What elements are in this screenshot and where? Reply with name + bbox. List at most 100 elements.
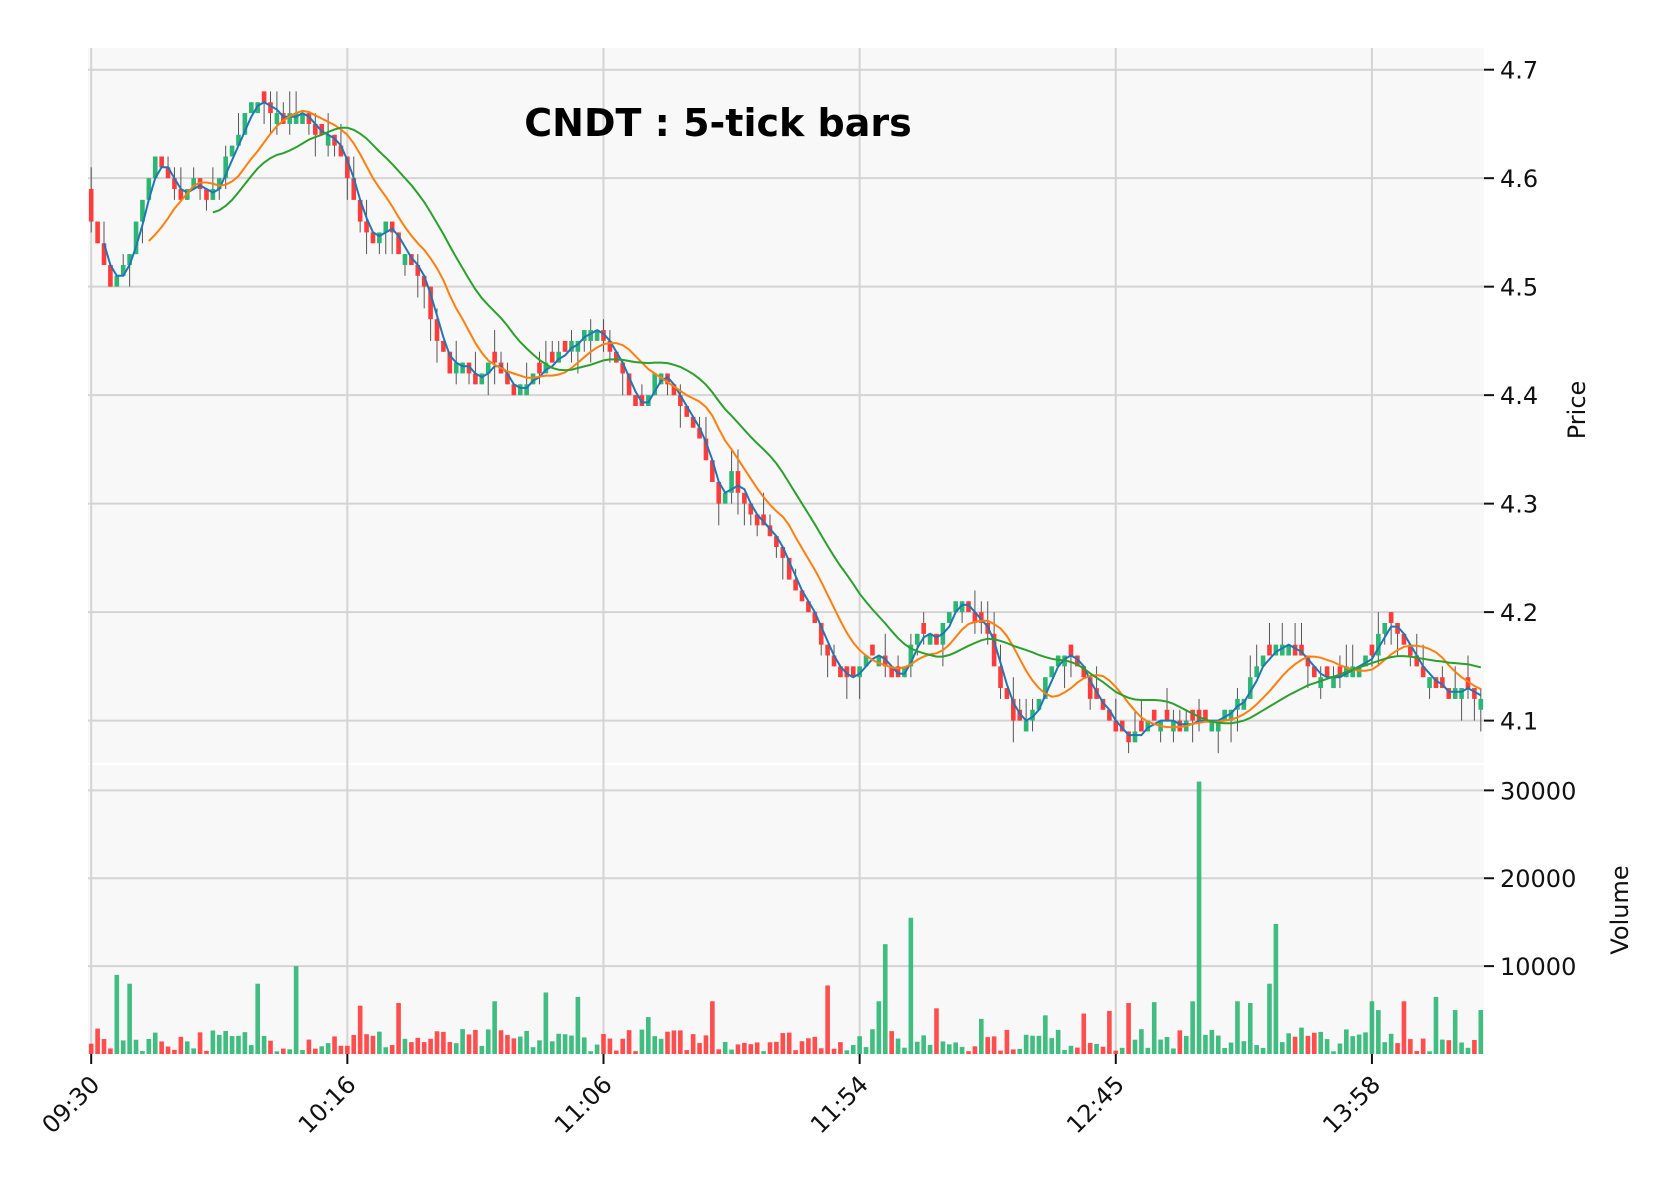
volume-bar (767, 1042, 773, 1054)
volume-bar (1395, 1043, 1400, 1054)
volume-bar (1369, 1001, 1375, 1054)
candle-body (1472, 688, 1477, 699)
volume-bar (306, 1039, 312, 1054)
volume-bar (940, 1041, 946, 1054)
volume-bar (396, 1003, 401, 1054)
candle-body (786, 557, 792, 580)
candle-body (1055, 655, 1061, 667)
volume-bar (774, 1041, 779, 1054)
candle-body (1119, 720, 1125, 732)
volume-bar (1049, 1038, 1055, 1054)
candle-body (1209, 720, 1215, 732)
candle-body (1356, 666, 1362, 678)
candle-body (754, 514, 760, 526)
candle-body (914, 633, 920, 645)
volume-tick-labels: 10000 20000 30000 (1484, 777, 1576, 981)
candle-body (1433, 677, 1439, 689)
candle-body (889, 666, 894, 678)
volume-bar (127, 983, 132, 1054)
volume-bar (806, 1038, 811, 1054)
volume-bar (1388, 1033, 1394, 1054)
candle-body (383, 221, 389, 233)
candle-body (396, 232, 401, 255)
candle-body (979, 612, 984, 623)
candle-body (857, 666, 862, 678)
volume-bar (1382, 1042, 1388, 1054)
volume-bar (543, 992, 549, 1054)
moving-average-10 (148, 109, 1482, 729)
candle-body (242, 113, 248, 135)
candle-body (1324, 666, 1330, 678)
volume-bar (831, 1048, 837, 1054)
volume-bar (255, 983, 261, 1054)
candle-body (876, 655, 882, 667)
volume-bar (594, 1044, 600, 1054)
candle-body (806, 601, 811, 613)
candle-body (767, 525, 773, 537)
volume-bar (818, 1048, 824, 1054)
candle-body (1376, 633, 1381, 656)
volume-bar (908, 917, 914, 1054)
volume-bar (1420, 1038, 1426, 1054)
candle-body (210, 189, 216, 200)
candle-body (485, 362, 491, 374)
volume-bar (1292, 1036, 1298, 1054)
volume-bar (108, 1048, 113, 1054)
volume-bar (1145, 1047, 1151, 1054)
volume-bar (1030, 1035, 1035, 1054)
volume-bar (754, 1042, 760, 1054)
candle-body (281, 113, 286, 124)
candle-body (274, 113, 280, 124)
candle-body (959, 601, 965, 613)
candle-body (287, 113, 293, 124)
volume-bar (1055, 1029, 1061, 1054)
candle-body (101, 243, 107, 265)
moving-average-lines (103, 101, 1482, 737)
volume-bar (1472, 1039, 1477, 1054)
volume-bar (844, 1050, 850, 1054)
candle-body (1267, 644, 1272, 656)
volume-bar (178, 1036, 184, 1054)
volume-bar (678, 1030, 683, 1054)
candle-body (300, 113, 305, 124)
volume-bar (1331, 1051, 1336, 1054)
volume-bar (1011, 1049, 1016, 1054)
candle-body (1318, 677, 1324, 689)
volume-bar (517, 1036, 523, 1054)
candle-body (204, 189, 209, 200)
candle-body (325, 134, 331, 146)
volume-bar (722, 1041, 728, 1054)
volume-bar (1017, 1048, 1023, 1054)
candle-body (517, 384, 523, 396)
volume-bar (588, 1051, 593, 1054)
price-panel (88, 48, 1484, 764)
candle-body (998, 666, 1003, 689)
volume-bar (799, 1041, 805, 1054)
volume-bar (562, 1034, 568, 1054)
volume-bar (216, 1034, 222, 1054)
candle-body (293, 113, 299, 124)
candle-body (466, 362, 472, 374)
volume-bar (421, 1042, 427, 1054)
volume-bar (697, 1043, 702, 1054)
volume-bar (1433, 996, 1439, 1054)
volume-bar (870, 1029, 875, 1054)
volume-bar (1183, 1035, 1189, 1054)
candle-body (1203, 709, 1208, 721)
candle-body (172, 178, 177, 190)
volume-bar (313, 1048, 318, 1054)
candle-body (1132, 731, 1138, 743)
candle-body (863, 655, 869, 667)
candle-body (133, 221, 139, 255)
volume-bar (953, 1042, 959, 1054)
candle-body (306, 113, 312, 124)
candle-body (1260, 655, 1266, 667)
volume-bar (370, 1035, 376, 1054)
candle-body (261, 91, 267, 103)
candle-body (921, 622, 926, 634)
volume-bar (281, 1048, 286, 1054)
candle-body (229, 145, 235, 157)
volume-bar (825, 985, 830, 1054)
candle-body (742, 492, 747, 504)
volume-bar (319, 1046, 325, 1054)
